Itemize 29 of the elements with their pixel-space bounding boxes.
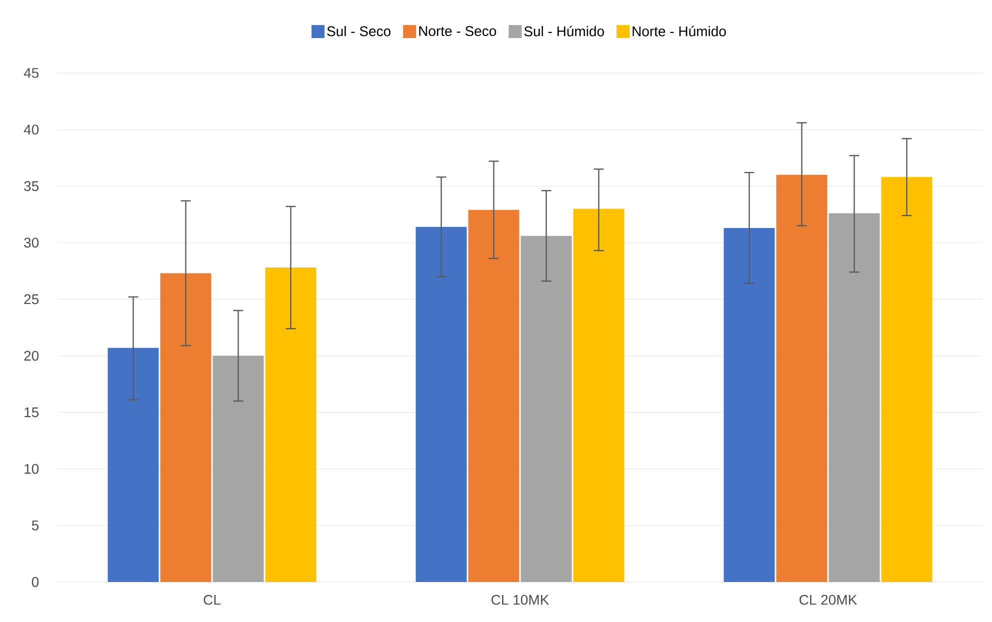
bar — [108, 348, 159, 582]
y-tick-label: 25 — [24, 294, 39, 304]
bar — [520, 236, 572, 582]
x-tick-label: CL — [204, 594, 220, 605]
y-tick-label: 0 — [32, 577, 39, 587]
y-tick-label: 45 — [24, 68, 39, 78]
x-tick-label: CL 10MK — [492, 594, 550, 605]
y-tick-label: 35 — [24, 181, 39, 192]
bar — [881, 177, 932, 582]
bar — [724, 228, 775, 582]
legend-label: Norte - Húmido — [632, 26, 726, 36]
y-tick-label: 30 — [24, 238, 39, 248]
bar — [468, 210, 520, 582]
legend-label: Norte - Seco — [419, 26, 496, 36]
x-tick-label: CL 20MK — [800, 594, 858, 605]
y-tick-label: 5 — [32, 520, 39, 530]
bar — [212, 356, 264, 582]
legend-label: Sul - Seco — [327, 26, 391, 36]
bar — [160, 273, 212, 582]
bar — [776, 174, 828, 582]
y-tick-label: 40 — [24, 124, 39, 135]
y-tick-label: 20 — [24, 350, 39, 361]
bar — [828, 213, 880, 582]
y-tick-label: 10 — [24, 464, 39, 474]
legend-label: Sul - Húmido — [524, 26, 604, 36]
bar — [265, 268, 316, 582]
y-tick-label: 15 — [24, 407, 39, 418]
bar — [573, 208, 624, 582]
bar — [416, 226, 467, 582]
